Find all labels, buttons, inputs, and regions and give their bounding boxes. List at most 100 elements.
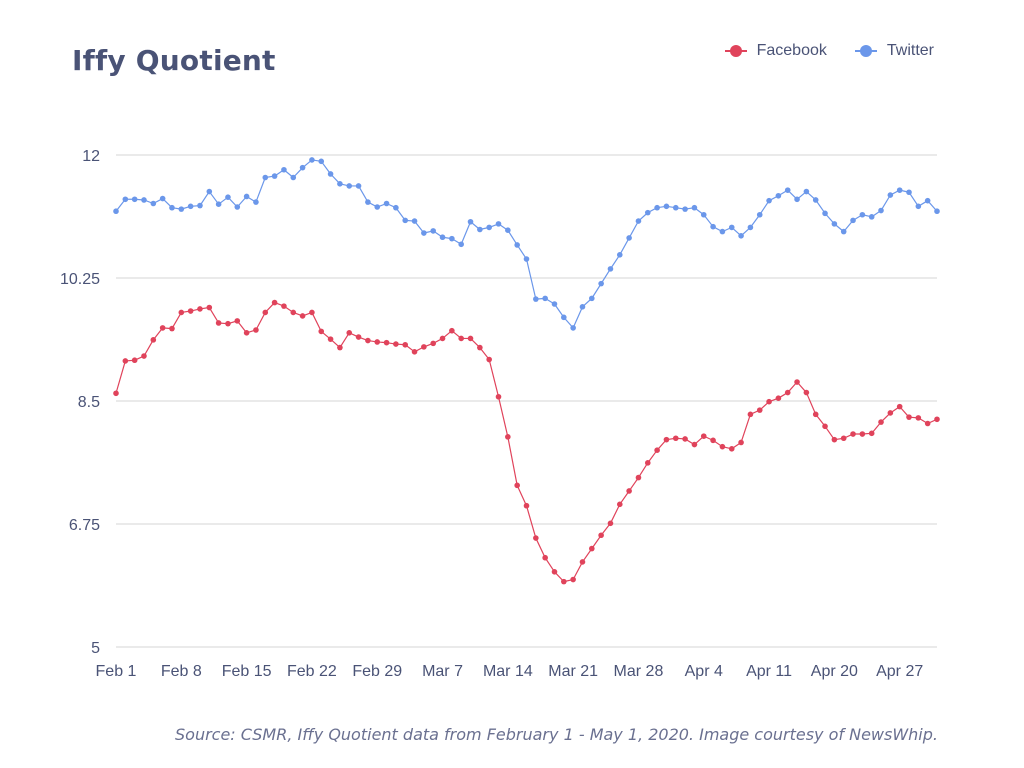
twitter-point bbox=[906, 189, 912, 196]
twitter-point bbox=[290, 174, 297, 181]
twitter-point bbox=[691, 204, 698, 211]
facebook-point bbox=[169, 325, 175, 332]
facebook-point bbox=[327, 336, 334, 342]
facebook-line bbox=[115, 302, 938, 583]
x-tick-label: Feb 8 bbox=[161, 663, 202, 680]
twitter-point bbox=[859, 211, 866, 218]
twitter-point bbox=[281, 166, 287, 173]
twitter-point bbox=[243, 193, 250, 200]
twitter-point bbox=[607, 266, 614, 272]
twitter-point bbox=[178, 206, 185, 212]
twitter-point bbox=[318, 158, 325, 165]
facebook-point bbox=[281, 303, 287, 309]
facebook-point bbox=[598, 532, 604, 539]
twitter-point bbox=[477, 226, 483, 233]
facebook-point bbox=[812, 411, 819, 418]
twitter-point bbox=[561, 314, 567, 321]
twitter-point bbox=[467, 218, 474, 225]
facebook-point bbox=[383, 339, 390, 346]
facebook-point bbox=[150, 337, 157, 343]
legend-item-twitter[interactable]: Twitter bbox=[854, 42, 934, 60]
facebook-point bbox=[934, 416, 940, 423]
source-note: Source: CSMR, Iffy Quotient data from Fe… bbox=[175, 725, 938, 744]
x-tick-label: Feb 15 bbox=[222, 663, 272, 680]
facebook-point bbox=[859, 431, 866, 437]
twitter-point bbox=[421, 230, 427, 236]
facebook-point bbox=[122, 358, 129, 364]
facebook-point bbox=[766, 398, 772, 405]
facebook-point bbox=[682, 436, 688, 442]
y-tick-label: 10.25 bbox=[60, 271, 100, 288]
x-tick-label: Feb 29 bbox=[352, 663, 402, 680]
x-tick-label: Mar 14 bbox=[483, 663, 533, 680]
facebook-point bbox=[197, 306, 203, 312]
twitter-point bbox=[402, 217, 409, 224]
facebook-point bbox=[346, 330, 353, 336]
y-tick-label: 5 bbox=[91, 640, 100, 657]
facebook-point bbox=[178, 309, 185, 316]
facebook-point bbox=[626, 488, 632, 494]
twitter-point bbox=[803, 188, 810, 195]
twitter-point bbox=[589, 295, 595, 302]
twitter-point bbox=[840, 228, 847, 235]
x-tick-label: Mar 21 bbox=[548, 663, 598, 680]
y-tick-label: 6.75 bbox=[69, 517, 100, 534]
facebook-point bbox=[840, 435, 847, 442]
facebook-point bbox=[393, 341, 399, 347]
facebook-point bbox=[421, 344, 427, 350]
twitter-point bbox=[598, 280, 604, 287]
facebook-point bbox=[570, 576, 576, 583]
twitter-point bbox=[122, 196, 129, 203]
facebook-point bbox=[495, 393, 502, 400]
twitter-point bbox=[150, 200, 157, 207]
twitter-point bbox=[159, 195, 166, 202]
twitter-point bbox=[775, 192, 782, 199]
facebook-point bbox=[822, 423, 828, 430]
facebook-point bbox=[672, 435, 679, 442]
legend-item-facebook[interactable]: Facebook bbox=[724, 42, 827, 60]
facebook-point bbox=[355, 334, 362, 340]
facebook-point bbox=[654, 447, 660, 454]
x-tick-label: Mar 7 bbox=[422, 663, 463, 680]
twitter-point bbox=[878, 207, 884, 214]
twitter-point bbox=[131, 196, 138, 203]
facebook-point bbox=[831, 436, 838, 443]
twitter-point bbox=[747, 224, 754, 231]
facebook-point bbox=[915, 415, 922, 421]
facebook-point bbox=[131, 357, 138, 364]
twitter-point bbox=[187, 203, 194, 210]
twitter-point bbox=[337, 181, 343, 187]
y-tick-label: 8.5 bbox=[78, 394, 100, 411]
twitter-point bbox=[169, 204, 175, 211]
x-tick-label: Apr 4 bbox=[685, 663, 723, 680]
legend-label-facebook: Facebook bbox=[756, 42, 827, 59]
facebook-point bbox=[803, 389, 810, 396]
facebook-point bbox=[299, 313, 306, 319]
facebook-point bbox=[850, 431, 856, 437]
axis-labels: 5 6.75 8.5 10.25 12 Feb 1 Feb 8 Feb 15 Feb 22 Feb… bbox=[60, 148, 923, 680]
twitter-point bbox=[850, 217, 856, 224]
twitter-point bbox=[868, 214, 875, 220]
twitter-point bbox=[654, 204, 660, 211]
facebook-point bbox=[868, 430, 875, 437]
facebook-point bbox=[784, 389, 791, 396]
facebook-point bbox=[906, 414, 912, 420]
facebook-point bbox=[141, 353, 147, 359]
twitter-point bbox=[616, 252, 623, 258]
y-tick-label: 12 bbox=[82, 148, 100, 165]
facebook-point bbox=[337, 344, 343, 351]
twitter-point bbox=[197, 202, 203, 209]
twitter-point bbox=[579, 304, 586, 310]
twitter-point bbox=[309, 157, 315, 163]
twitter-point bbox=[915, 203, 922, 210]
facebook-point bbox=[253, 327, 259, 333]
twitter-point bbox=[570, 325, 576, 331]
facebook-point bbox=[523, 502, 530, 509]
facebook-point bbox=[747, 411, 754, 418]
twitter-point bbox=[934, 208, 940, 215]
facebook-point bbox=[159, 325, 166, 331]
facebook-point bbox=[243, 330, 250, 336]
twitter-point bbox=[206, 188, 213, 195]
twitter-point bbox=[439, 234, 446, 241]
x-tick-label: Mar 28 bbox=[614, 663, 664, 680]
